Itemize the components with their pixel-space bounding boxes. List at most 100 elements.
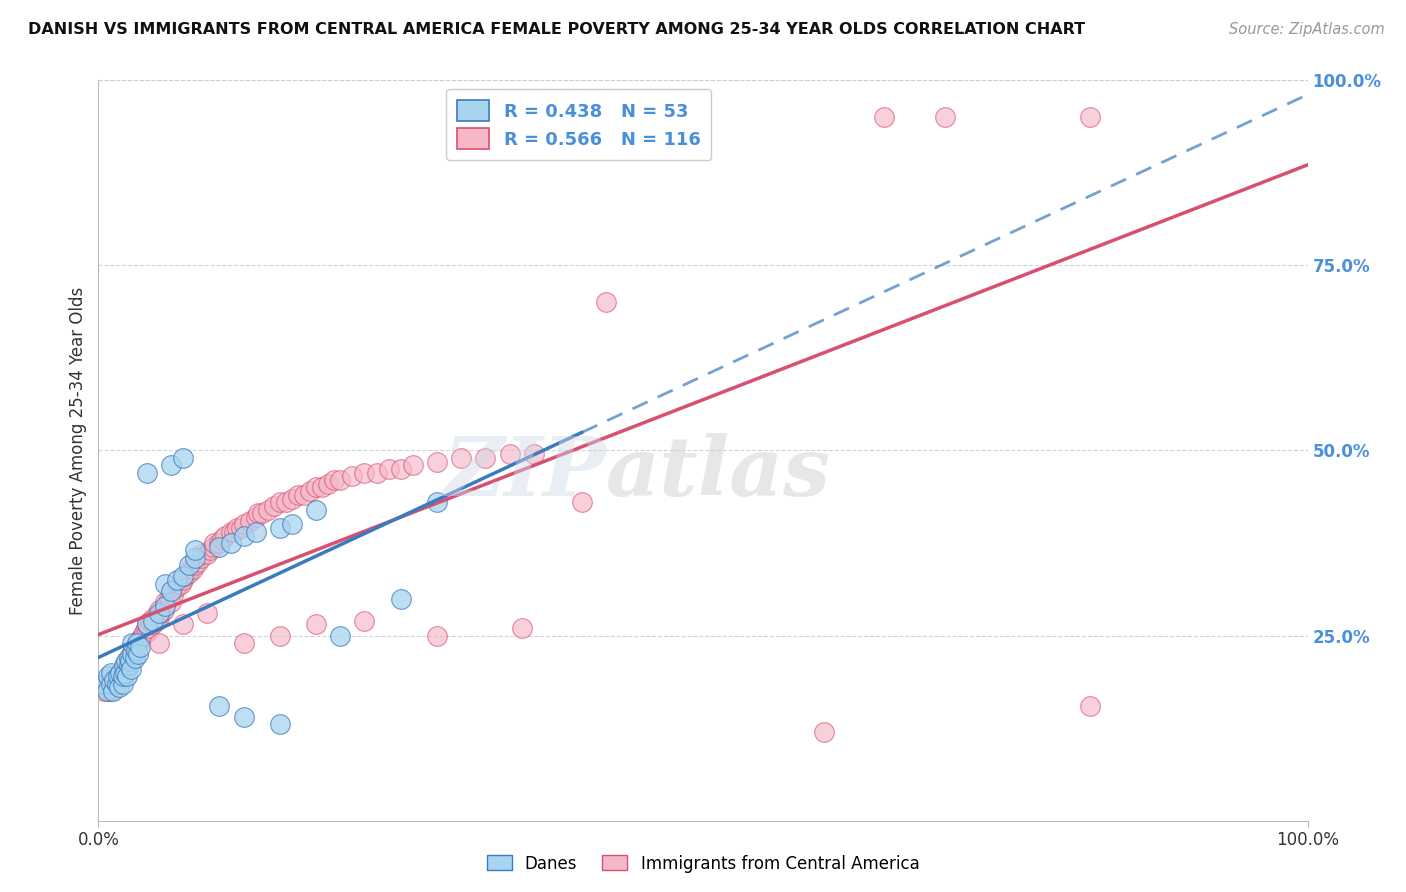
- Point: [100, 684, 122, 698]
- Point: [160, 584, 183, 599]
- Point: [117, 669, 139, 683]
- Point: [184, 550, 207, 565]
- Point: [269, 495, 291, 509]
- Point: [221, 536, 243, 550]
- Point: [110, 665, 132, 680]
- Point: [148, 602, 170, 616]
- Point: [112, 658, 135, 673]
- Point: [190, 550, 212, 565]
- Point: [96, 684, 118, 698]
- Point: [245, 524, 267, 539]
- Point: [124, 640, 146, 654]
- Point: [107, 676, 129, 690]
- Point: [97, 684, 120, 698]
- Point: [329, 473, 352, 487]
- Point: [117, 655, 139, 669]
- Point: [474, 450, 496, 465]
- Point: [108, 665, 131, 680]
- Point: [111, 669, 134, 683]
- Point: [142, 614, 165, 628]
- Point: [127, 636, 149, 650]
- Point: [1078, 111, 1101, 125]
- Point: [131, 628, 153, 642]
- Point: [305, 480, 328, 494]
- Point: [181, 562, 204, 576]
- Point: [172, 450, 194, 465]
- Point: [135, 617, 157, 632]
- Y-axis label: Female Poverty Among 25-34 Year Olds: Female Poverty Among 25-34 Year Olds: [69, 286, 87, 615]
- Point: [281, 491, 304, 506]
- Point: [571, 495, 593, 509]
- Point: [160, 458, 183, 473]
- Point: [103, 673, 125, 687]
- Point: [195, 547, 218, 561]
- Point: [426, 495, 449, 509]
- Point: [184, 558, 207, 573]
- Point: [226, 521, 249, 535]
- Point: [129, 632, 152, 647]
- Point: [299, 484, 322, 499]
- Point: [256, 502, 278, 516]
- Point: [143, 610, 166, 624]
- Point: [111, 676, 134, 690]
- Point: [813, 724, 835, 739]
- Point: [124, 650, 146, 665]
- Point: [389, 462, 412, 476]
- Point: [167, 576, 190, 591]
- Point: [166, 573, 188, 587]
- Point: [311, 480, 333, 494]
- Point: [134, 624, 156, 639]
- Point: [208, 698, 231, 713]
- Point: [287, 488, 309, 502]
- Point: [153, 576, 176, 591]
- Point: [169, 576, 191, 591]
- Point: [229, 521, 252, 535]
- Point: [342, 469, 364, 483]
- Point: [450, 450, 472, 465]
- Point: [263, 499, 285, 513]
- Point: [239, 514, 262, 528]
- Point: [148, 607, 170, 621]
- Point: [128, 632, 150, 647]
- Point: [125, 643, 148, 657]
- Point: [329, 628, 352, 642]
- Point: [247, 507, 270, 521]
- Point: [112, 662, 135, 676]
- Point: [305, 617, 328, 632]
- Point: [111, 662, 134, 676]
- Point: [366, 466, 388, 480]
- Point: [274, 495, 297, 509]
- Point: [127, 647, 149, 661]
- Point: [114, 665, 136, 680]
- Point: [121, 650, 143, 665]
- Point: [127, 636, 149, 650]
- Point: [105, 673, 128, 687]
- Point: [107, 669, 129, 683]
- Point: [108, 669, 131, 683]
- Point: [153, 595, 176, 609]
- Point: [93, 684, 115, 698]
- Point: [426, 628, 449, 642]
- Point: [114, 665, 136, 680]
- Point: [269, 521, 291, 535]
- Point: [510, 621, 533, 635]
- Point: [211, 533, 233, 547]
- Point: [96, 676, 118, 690]
- Point: [135, 617, 157, 632]
- Point: [97, 669, 120, 683]
- Point: [101, 684, 124, 698]
- Point: [187, 555, 209, 569]
- Point: [100, 665, 122, 680]
- Point: [139, 614, 162, 628]
- Point: [153, 599, 176, 613]
- Point: [208, 536, 231, 550]
- Point: [166, 581, 188, 595]
- Point: [145, 614, 167, 628]
- Point: [118, 650, 141, 665]
- Text: atlas: atlas: [606, 433, 831, 513]
- Point: [353, 614, 375, 628]
- Point: [124, 647, 146, 661]
- Point: [160, 595, 183, 609]
- Point: [934, 111, 956, 125]
- Point: [157, 591, 180, 606]
